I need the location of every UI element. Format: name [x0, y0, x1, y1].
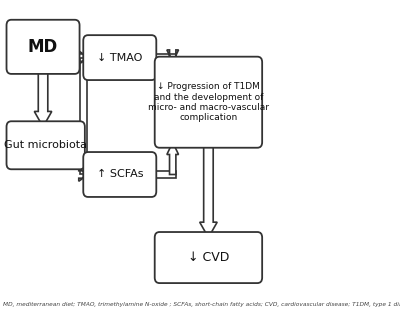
Text: ↓ TMAO: ↓ TMAO	[97, 53, 142, 63]
Polygon shape	[167, 142, 178, 175]
Text: MD: MD	[28, 38, 58, 56]
Polygon shape	[152, 54, 176, 61]
Polygon shape	[152, 171, 176, 178]
Polygon shape	[80, 142, 84, 149]
FancyBboxPatch shape	[6, 121, 85, 169]
Text: Gut microbiota: Gut microbiota	[4, 140, 87, 150]
Text: MD, mediterranean diet; TMAO, trimethylamine N-oxide ; SCFAs, short-chain fatty : MD, mediterranean diet; TMAO, trimethyla…	[3, 302, 400, 307]
Polygon shape	[79, 168, 88, 181]
FancyBboxPatch shape	[6, 20, 80, 74]
Polygon shape	[167, 50, 178, 62]
Text: ↑ SCFAs: ↑ SCFAs	[96, 170, 143, 180]
Text: ↓ Progression of T1DM
and the development of
micro- and macro-vascular
complicat: ↓ Progression of T1DM and the developmen…	[148, 82, 269, 122]
Polygon shape	[200, 142, 217, 238]
FancyBboxPatch shape	[155, 232, 262, 283]
Polygon shape	[79, 51, 88, 64]
Text: ↓ CVD: ↓ CVD	[188, 251, 229, 264]
Polygon shape	[80, 57, 87, 175]
FancyBboxPatch shape	[83, 35, 156, 80]
FancyBboxPatch shape	[155, 57, 262, 148]
Polygon shape	[34, 68, 52, 127]
FancyBboxPatch shape	[83, 152, 156, 197]
